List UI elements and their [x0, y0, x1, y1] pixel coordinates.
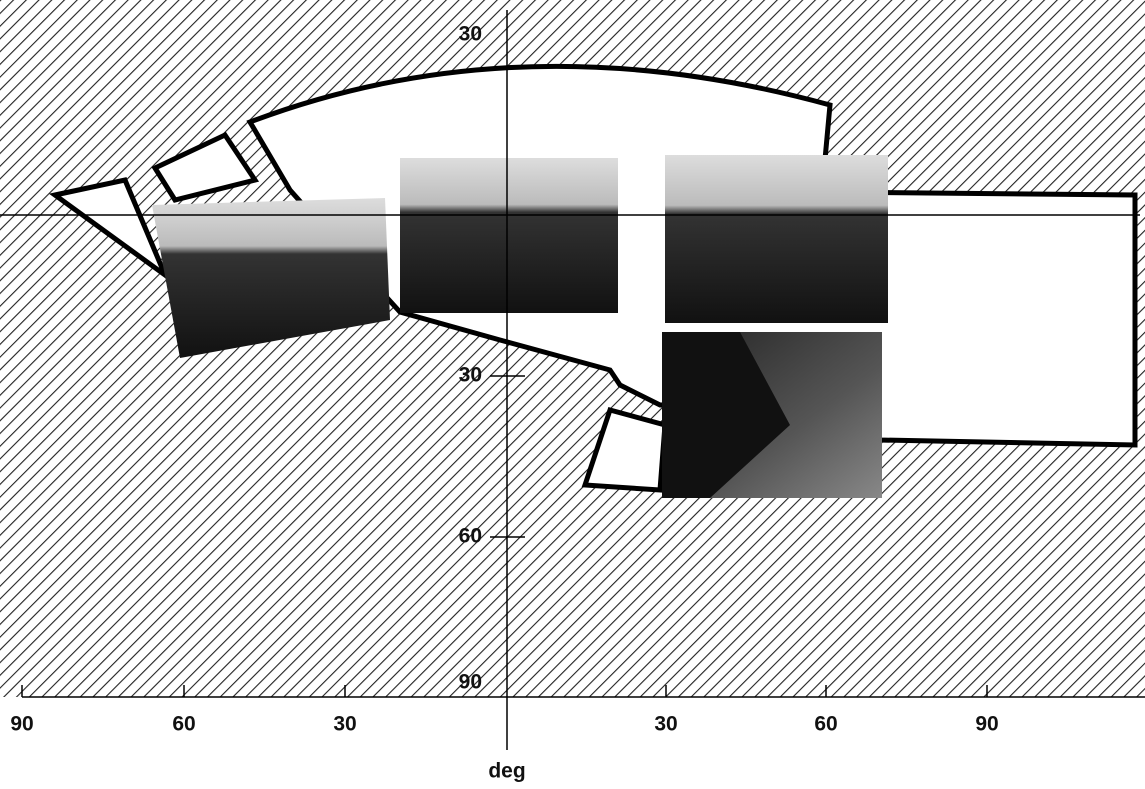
x-axis-title: deg	[488, 760, 525, 783]
x-tick-label: 30	[333, 713, 356, 736]
figure: 90 60 30 30 60 90 deg 30 30 60 90	[0, 0, 1145, 789]
x-tick-label: 90	[10, 713, 33, 736]
x-tick-label: 30	[654, 713, 677, 736]
y-tick-label: 30	[459, 364, 482, 387]
y-tick-label: 90	[459, 671, 482, 694]
x-tick-label: 60	[172, 713, 195, 736]
y-tick-label: 60	[459, 525, 482, 548]
x-tick-label: 90	[975, 713, 998, 736]
x-tick-label: 60	[814, 713, 837, 736]
y-tick-label: 30	[459, 23, 482, 46]
page: 90 60 30 30 60 90 deg 30 30 60 90 (() =>…	[0, 0, 1145, 789]
